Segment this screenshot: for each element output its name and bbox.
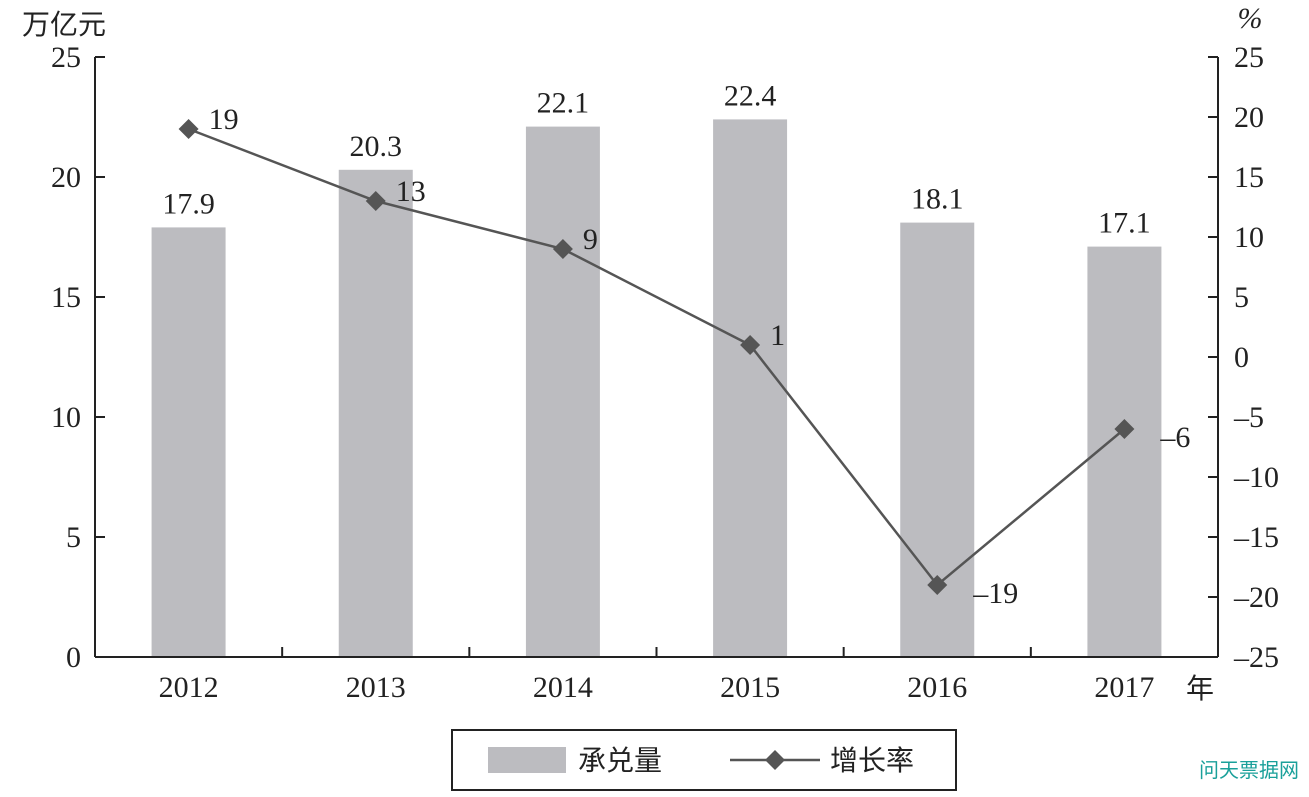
y-right-tick-label: –15	[1233, 521, 1279, 554]
bar-value-label-2013: 20.3	[350, 130, 403, 163]
y-left-tick-label: 25	[51, 41, 81, 74]
bar-value-label-2015: 22.4	[724, 79, 777, 112]
y-left-unit-label: 万亿元	[22, 8, 106, 41]
line-marker-2013	[365, 191, 386, 211]
bar-labels-group: 17.9 20.3 22.1 22.4 18.1 17.1	[162, 79, 1150, 239]
y-right-tick-label: –10	[1233, 461, 1279, 494]
y-left-tick-label: 10	[51, 401, 81, 434]
line-marker-2015	[740, 335, 761, 355]
bar-2012	[151, 227, 226, 657]
bar-2015	[713, 119, 788, 657]
x-ticks-group: 2012 2013 2014 2015 2016 2017	[159, 647, 1154, 704]
y-left-tick-label: 0	[66, 641, 81, 674]
line-value-label-2016: –19	[972, 577, 1018, 610]
y-right-tick-label: –20	[1233, 581, 1279, 614]
y-left-tick-label: 20	[51, 161, 81, 194]
y-right-tick-label: 20	[1234, 101, 1264, 134]
y-right-tick-label: –5	[1233, 401, 1264, 434]
line-marker-2014	[552, 239, 573, 259]
bar-value-label-2016: 18.1	[911, 183, 964, 216]
x-tick-label: 2014	[533, 671, 593, 704]
line-value-label-2013: 13	[396, 175, 426, 208]
x-tick-label: 2013	[346, 671, 406, 704]
y-right-tick-label: –25	[1233, 641, 1279, 674]
y-right-unit-label: %	[1238, 2, 1263, 35]
y-left-tick-label: 15	[51, 281, 81, 314]
line-value-label-2015: 1	[770, 319, 785, 352]
x-tick-label: 2016	[907, 671, 967, 704]
x-tick-label: 2015	[720, 671, 780, 704]
y-right-tick-label: 5	[1234, 281, 1249, 314]
bar-value-label-2014: 22.1	[537, 87, 590, 120]
growth-rate-line	[188, 127, 1126, 587]
line-marker-2012	[178, 119, 199, 139]
line-marker-2016	[927, 575, 948, 595]
watermark: 问天票据网	[1199, 758, 1299, 782]
left-ticks-group: 0 5 10 15 20 25	[51, 41, 105, 674]
legend-swatch-bar	[488, 747, 566, 773]
markers-group	[178, 119, 1135, 595]
y-right-tick-label: 15	[1234, 161, 1264, 194]
bar-2013	[338, 169, 413, 658]
y-left-tick-label: 5	[66, 521, 81, 554]
x-unit-label: 年	[1186, 672, 1214, 705]
bar-value-label-2017: 17.1	[1098, 207, 1151, 240]
bar-2017	[1087, 246, 1162, 657]
legend-label-line: 增长率	[830, 744, 914, 777]
bar-2014	[525, 126, 600, 658]
y-right-tick-label: 0	[1234, 341, 1249, 374]
line-value-label-2012: 19	[209, 103, 239, 136]
y-right-tick-label: 25	[1234, 41, 1264, 74]
line-value-label-2014: 9	[583, 223, 598, 256]
line-marker-2017	[1114, 419, 1135, 439]
legend-label-bar: 承兑量	[578, 744, 662, 777]
right-ticks-group: –25 –20 –15 –10 –5 0 5 10 15 20 25	[1208, 41, 1279, 674]
x-tick-label: 2017	[1094, 671, 1154, 704]
line-value-label-2017: –6	[1159, 421, 1190, 454]
legend-swatch-marker	[765, 750, 785, 770]
x-tick-label: 2012	[159, 671, 219, 704]
line-labels-group: 19 13 9 1 –19 –6	[209, 103, 1191, 610]
y-right-tick-label: 10	[1234, 221, 1264, 254]
legend: 承兑量 增长率	[451, 729, 957, 791]
bar-value-label-2012: 17.9	[162, 187, 215, 220]
